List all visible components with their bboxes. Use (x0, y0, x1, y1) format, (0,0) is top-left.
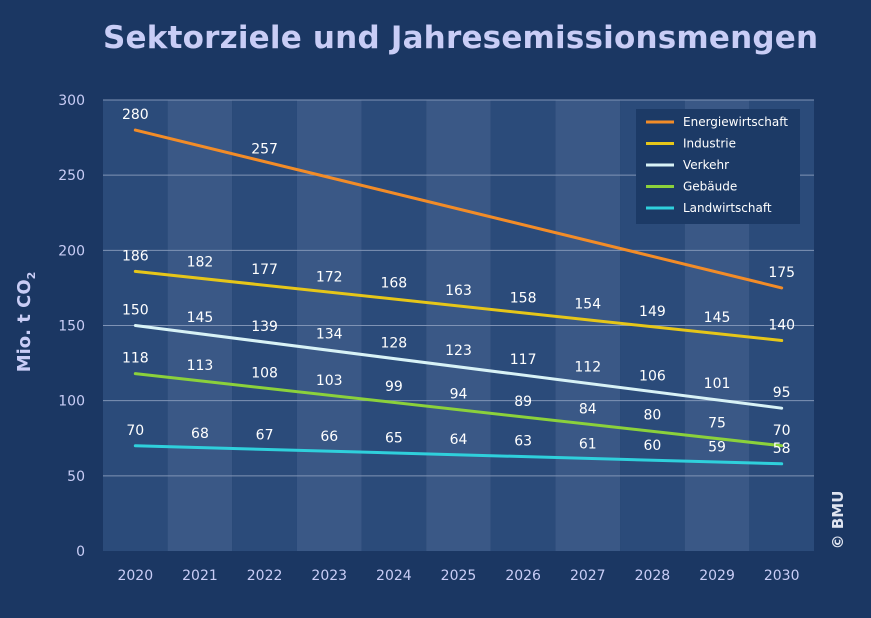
x-tick-label: 2021 (182, 568, 218, 584)
legend-entry: Landwirtschaft (683, 201, 772, 215)
data-label: 103 (316, 373, 343, 389)
data-label: 70 (773, 423, 791, 439)
data-label: 158 (510, 290, 537, 306)
x-tick-label: 2029 (699, 568, 735, 584)
data-label: 61 (579, 436, 597, 452)
chart-title: Sektorziele und Jahresemissionsmengen (103, 20, 819, 56)
data-label: 145 (187, 310, 214, 326)
legend: Energiewirtschaft Industrie Verkehr Gebäude… (636, 109, 800, 224)
y-tick-label: 0 (76, 544, 85, 560)
data-label: 123 (445, 343, 472, 359)
legend-entry: Gebäude (683, 180, 737, 194)
x-tick-label: 2023 (311, 568, 347, 584)
data-label: 186 (122, 248, 149, 264)
data-label: 149 (639, 304, 666, 320)
series-line-geb-ude (133, 372, 784, 448)
data-labels: 280 257 175 186 182 177 172 168 163 158 154 149 145 1… (122, 107, 795, 457)
data-label: 118 (122, 351, 149, 367)
legend-entry: Industrie (683, 137, 736, 151)
x-axis-ticks: 2020 2021 2022 2023 2024 2025 2026 2027 2028 2029… (117, 568, 799, 584)
series-lines (133, 128, 784, 466)
data-label: 101 (704, 376, 731, 392)
data-label: 108 (251, 366, 278, 382)
data-label: 257 (251, 142, 278, 158)
x-tick-label: 2024 (376, 568, 412, 584)
y-tick-label: 300 (58, 93, 85, 109)
series-line-verkehr (133, 324, 784, 410)
data-label: 75 (708, 415, 726, 431)
legend-entry: Verkehr (683, 158, 729, 172)
x-tick-label: 2030 (764, 568, 800, 584)
x-tick-label: 2020 (117, 568, 153, 584)
y-tick-label: 50 (67, 469, 85, 485)
legend-entry: Energiewirtschaft (683, 115, 788, 129)
data-label: 66 (320, 429, 338, 445)
data-label: 182 (187, 254, 214, 270)
data-label: 67 (256, 427, 274, 443)
data-label: 177 (251, 262, 278, 278)
data-label: 68 (191, 426, 209, 442)
data-label: 280 (122, 107, 149, 123)
data-label: 113 (187, 358, 214, 374)
data-label: 99 (385, 379, 403, 395)
data-label: 168 (380, 275, 407, 291)
data-label: 128 (380, 336, 407, 352)
data-label: 59 (708, 439, 726, 455)
data-label: 163 (445, 283, 472, 299)
data-label: 112 (574, 360, 601, 376)
data-label: 117 (510, 352, 537, 368)
data-label: 63 (514, 433, 532, 449)
data-label: 154 (574, 296, 601, 312)
x-tick-label: 2022 (247, 568, 283, 584)
data-label: 95 (773, 385, 791, 401)
data-label: 89 (514, 394, 532, 410)
y-tick-label: 250 (58, 168, 85, 184)
x-tick-label: 2025 (441, 568, 477, 584)
y-tick-label: 150 (58, 319, 85, 335)
data-label: 94 (450, 387, 468, 403)
x-tick-label: 2028 (635, 568, 671, 584)
y-tick-label: 200 (58, 243, 85, 259)
series-line-landwirtschaft (133, 444, 784, 466)
data-label: 58 (773, 441, 791, 457)
data-label: 65 (385, 430, 403, 446)
data-label: 106 (639, 369, 666, 385)
data-label: 172 (316, 269, 343, 285)
data-label: 84 (579, 402, 597, 418)
x-tick-label: 2026 (505, 568, 541, 584)
data-label: 134 (316, 327, 343, 343)
data-label: 64 (450, 432, 468, 448)
data-label: 60 (643, 438, 661, 454)
data-label: 175 (768, 265, 795, 281)
data-label: 70 (126, 423, 144, 439)
x-tick-label: 2027 (570, 568, 606, 584)
data-label: 80 (643, 408, 661, 424)
data-label: 145 (704, 310, 731, 326)
y-tick-label: 100 (58, 394, 85, 410)
data-label: 150 (122, 303, 149, 319)
series-line-industrie (133, 269, 784, 343)
data-label: 140 (768, 318, 795, 334)
data-label: 139 (251, 319, 278, 335)
series-line-energiewirtschaft (133, 128, 784, 290)
y-axis-ticks: 0 50 100 150 200 250 300 (58, 93, 85, 560)
